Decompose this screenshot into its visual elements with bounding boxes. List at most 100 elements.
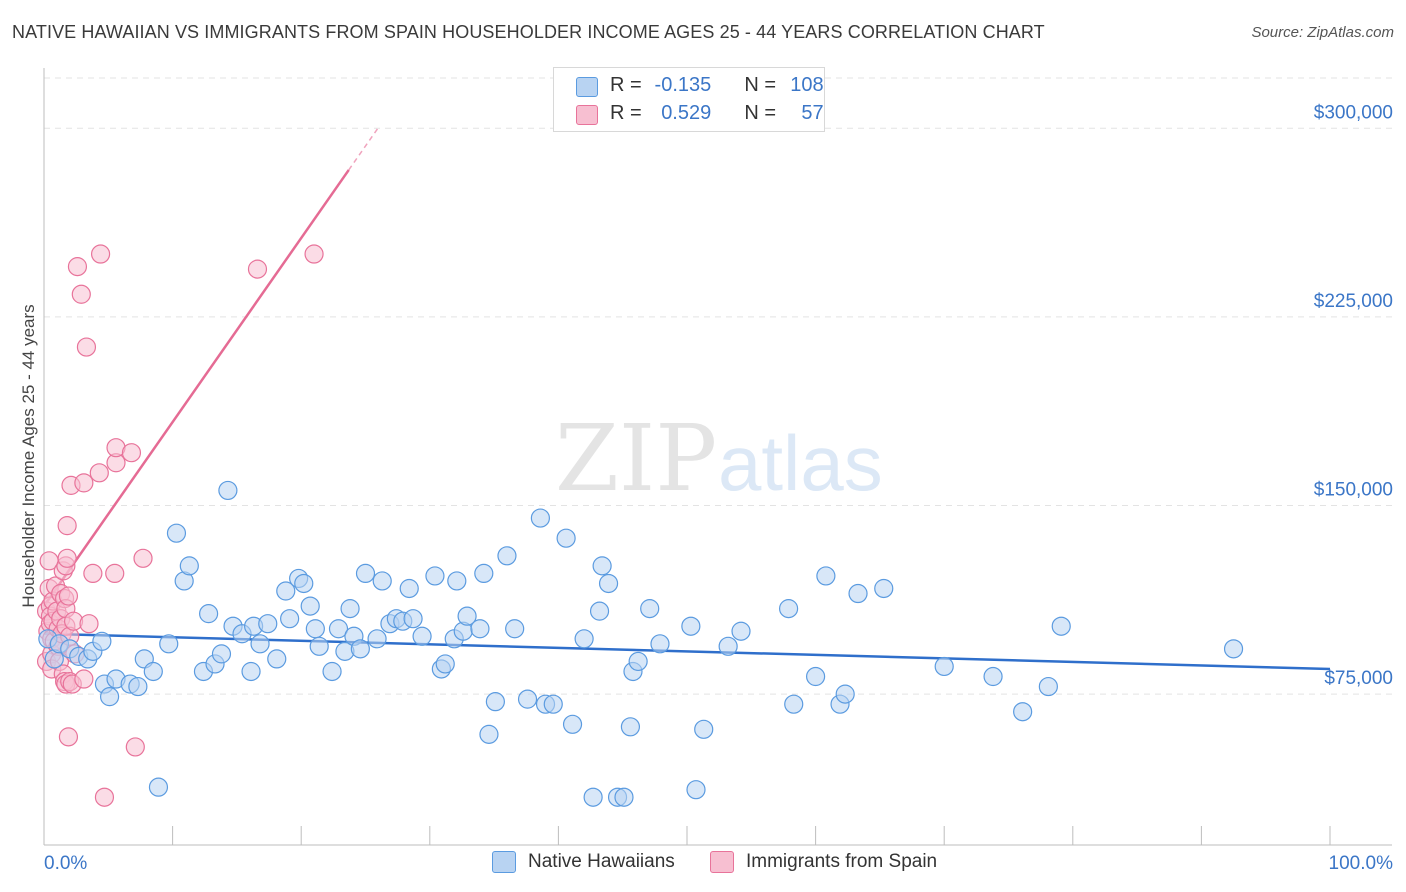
native-point [309,636,329,656]
native-r-value: -0.135 [654,74,712,96]
x-tick-label-max: 100.0% [1329,853,1394,874]
legend-n-label: N = [744,74,777,96]
spain-point [74,669,94,689]
axes [43,68,1392,846]
native-point [505,619,525,639]
spain-point [121,443,142,463]
native-point [640,599,660,619]
watermark-atlas: atlas [718,419,883,507]
spain-point [105,563,125,584]
native-point [543,694,563,714]
spain-point [74,473,94,493]
native-point [367,629,387,649]
legend-r-label: R = [610,74,642,96]
native-point [305,619,325,639]
native-point [562,714,583,734]
bottom-legend-spain: Immigrants from Spain [710,851,937,873]
spain-point [76,337,97,357]
legend-n-label: N = [744,102,777,124]
native-point [816,566,836,586]
native-point [166,523,187,543]
spain-point [90,244,111,264]
native-point [457,606,477,626]
native-point [470,619,490,639]
spain-trend-line [42,169,350,607]
source-label: Source: ZipAtlas.com [1251,24,1394,41]
spain-point [57,516,77,536]
spain-point [71,284,91,304]
native-legend-label: Native Hawaiians [528,851,675,872]
native-point [267,649,287,669]
native-point [694,719,714,739]
native-point [241,661,261,682]
native-point [598,573,619,594]
spain-point [58,727,79,747]
native-point [1038,676,1058,697]
native-point [583,787,603,807]
native-point [778,599,799,619]
gridlines [44,77,1392,695]
native-point [1223,639,1244,659]
native-point [276,581,296,601]
native-point [686,780,706,800]
spain-r-value: 0.529 [661,102,712,124]
native-point [211,644,232,664]
spain-n-value: 57 [801,102,824,124]
native-point [258,614,278,634]
native-point [355,563,376,584]
native-point [497,546,517,566]
native-point [614,787,634,807]
native-point [517,689,538,709]
y-tick-labels: $75,000 $150,000 $225,000 $300,000 [1314,102,1393,689]
spain-point [247,259,268,279]
native-point [425,566,445,586]
native-point [574,629,594,649]
native-point [179,556,199,576]
native-point [934,656,954,677]
native-point [159,634,179,654]
legend-row-native: R = -0.135 N = 108 [554,72,824,100]
native-point [874,578,894,599]
native-point [300,596,320,616]
spain-points [36,244,324,807]
native-point [148,777,169,797]
spain-point [133,548,153,568]
native-point [530,508,550,528]
native-point [731,621,751,641]
native-point [479,724,499,744]
native-point [681,616,701,636]
native-point [835,684,855,704]
native-point [218,480,238,501]
spain-point [79,614,99,634]
native-swatch [576,77,598,97]
native-point [650,634,670,654]
legend-row-spain: R = 0.529 N = 57 [554,100,824,128]
spain-point [57,548,77,568]
spain-legend-label: Immigrants from Spain [746,851,938,872]
trend-lines [42,125,1331,671]
native-point [1013,702,1033,722]
native-point [280,609,300,629]
native-point [784,694,804,714]
bottom-legend-native: Native Hawaiians [492,851,675,873]
native-point [1051,616,1071,636]
native-point [294,573,314,594]
native-point [328,619,349,639]
chart-title: NATIVE HAWAIIAN VS IMMIGRANTS FROM SPAIN… [12,22,1045,42]
native-point [435,654,455,674]
y-tick-label: $150,000 [1314,480,1393,501]
native-point [447,571,467,591]
stats-legend: R = -0.135 N = 108 R = 0.529 N = 57 [553,67,825,132]
native-point [250,634,270,654]
native-point [848,583,868,604]
native-point [322,661,342,682]
x-tick-label-min: 0.0% [44,853,87,874]
spain-point [125,737,145,757]
native-point [556,528,576,548]
native-point [128,676,148,697]
native-point [199,604,219,624]
native-point [805,666,826,687]
y-axis-label: Householder Income Ages 25 - 44 years [19,304,38,607]
native-point [485,692,505,712]
